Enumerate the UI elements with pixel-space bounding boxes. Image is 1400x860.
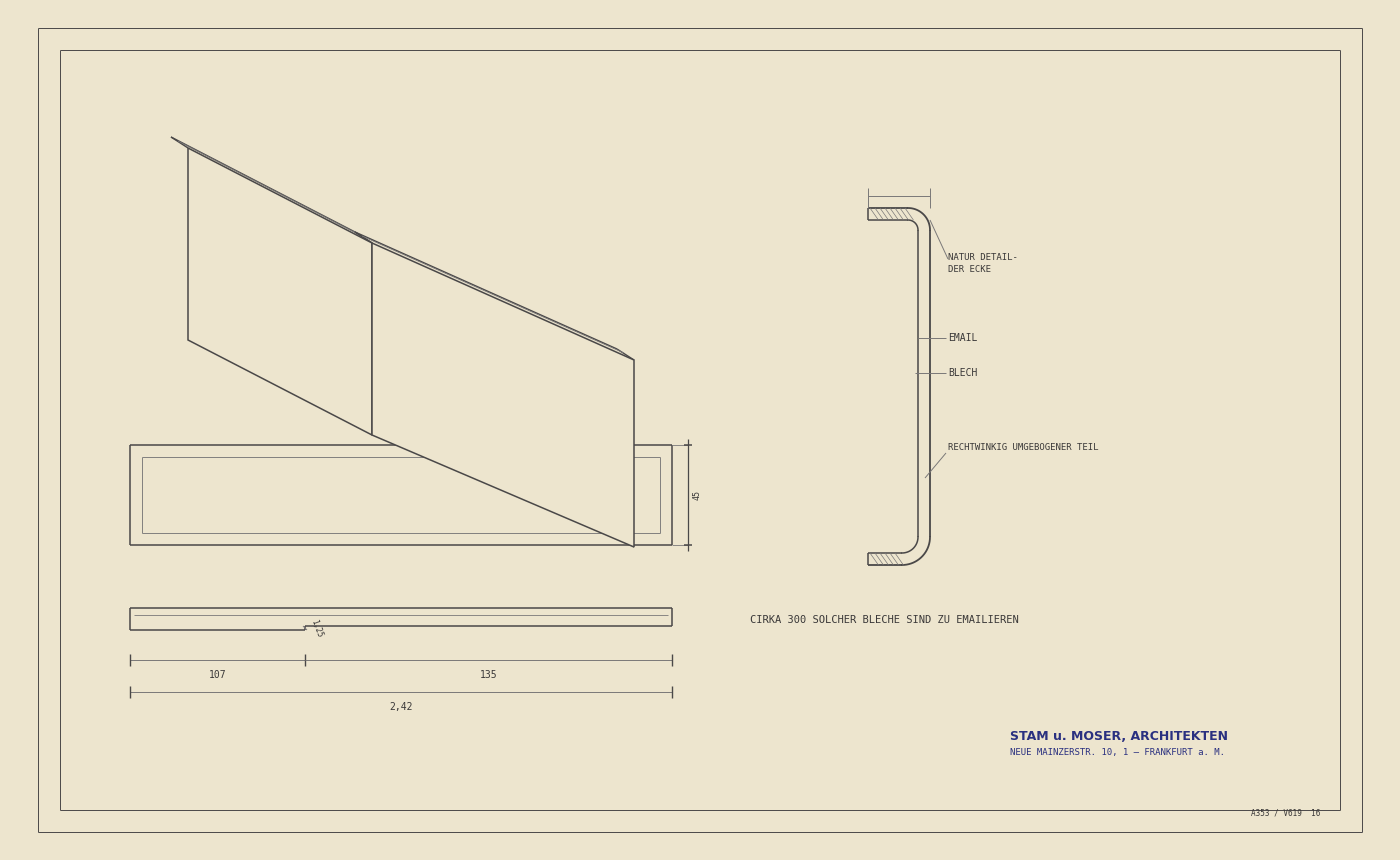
- Text: DER ECKE: DER ECKE: [948, 265, 991, 274]
- Text: 2,42: 2,42: [389, 702, 413, 712]
- Polygon shape: [188, 148, 372, 435]
- Text: RECHTWINKIG UMGEBOGENER TEIL: RECHTWINKIG UMGEBOGENER TEIL: [948, 444, 1099, 452]
- Polygon shape: [28, 18, 1372, 842]
- Text: NATUR DETAIL-: NATUR DETAIL-: [948, 253, 1018, 262]
- Text: STAM u. MOSER, ARCHITEKTEN: STAM u. MOSER, ARCHITEKTEN: [1009, 730, 1228, 743]
- Polygon shape: [372, 243, 634, 547]
- Text: CIRKA 300 SOLCHER BLECHE SIND ZU EMAILIEREN: CIRKA 300 SOLCHER BLECHE SIND ZU EMAILIE…: [750, 615, 1019, 625]
- Text: BLECH: BLECH: [948, 368, 977, 378]
- Text: 45: 45: [693, 490, 701, 500]
- Text: 107: 107: [209, 670, 227, 680]
- Text: 135: 135: [480, 670, 497, 680]
- Text: NEUE MAINZERSTR. 10, 1 – FRANKFURT a. M.: NEUE MAINZERSTR. 10, 1 – FRANKFURT a. M.: [1009, 748, 1225, 757]
- Text: 1,25: 1,25: [309, 617, 323, 638]
- Text: A353 / V619  16: A353 / V619 16: [1250, 809, 1320, 818]
- Text: EMAIL: EMAIL: [948, 333, 977, 343]
